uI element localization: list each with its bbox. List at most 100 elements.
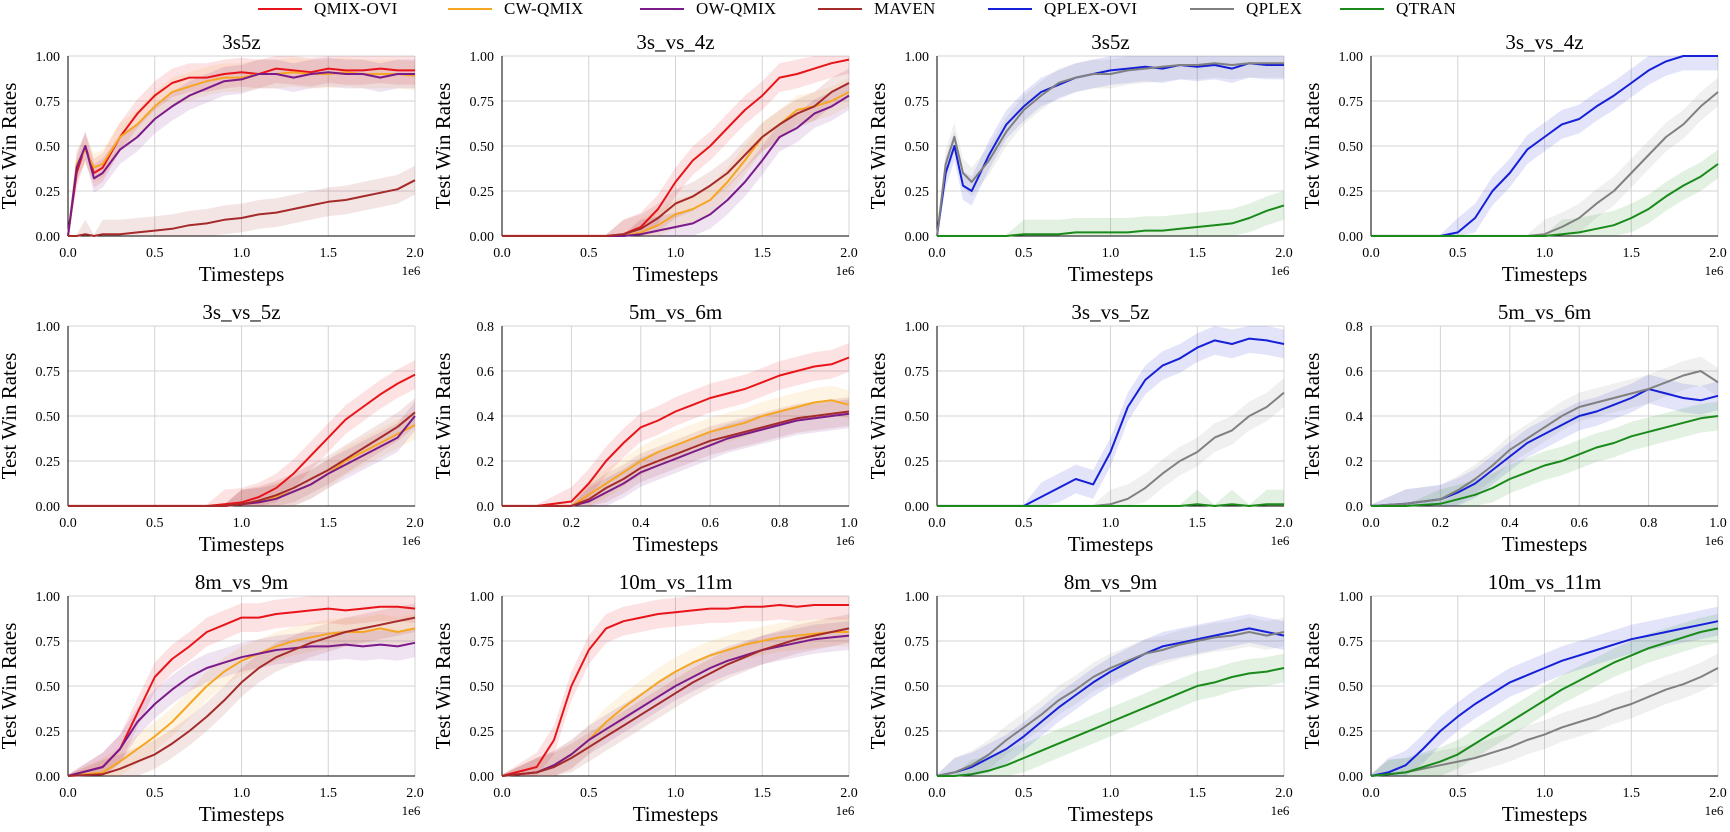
series-line-qtran xyxy=(1370,627,1719,777)
legend: QMIX-OVI CW-QMIX OW-QMIX MAVEN QPLEX-OVI QPLE… xyxy=(0,0,1730,20)
chart-title: 3s5z xyxy=(222,30,261,54)
band-qplex-ovi xyxy=(937,326,1284,506)
x-tick-label: 2.0 xyxy=(1275,516,1293,531)
band-qplex xyxy=(937,378,1284,506)
x-tick-label: 0.5 xyxy=(1449,246,1467,261)
chart-title: 3s_vs_5z xyxy=(1071,300,1149,324)
y-tick-label: 0.75 xyxy=(470,95,495,110)
y-tick-label: 0.4 xyxy=(1346,410,1364,425)
legend-swatch xyxy=(640,7,684,11)
y-tick-label: 1.00 xyxy=(36,320,61,335)
y-tick-label: 0.50 xyxy=(36,410,61,425)
y-tick-label: 0.0 xyxy=(477,500,495,515)
y-tick-label: 0.50 xyxy=(1339,680,1364,695)
y-tick-label: 0.00 xyxy=(470,230,495,245)
series-line-qplex-ovi xyxy=(937,337,1285,507)
x-tick-label: 1.0 xyxy=(1709,516,1727,531)
band-qtran xyxy=(937,653,1284,776)
legend-swatch xyxy=(258,7,302,11)
y-tick-label: 0.50 xyxy=(1339,140,1364,155)
band-qmix-ovi xyxy=(502,56,849,236)
x-tick-label: 2.0 xyxy=(1275,786,1293,801)
y-tick-label: 1.00 xyxy=(470,50,495,65)
band-qplex xyxy=(1371,77,1718,236)
series-line-qmix-ovi xyxy=(501,604,849,777)
y-tick-label: 0.75 xyxy=(1339,635,1364,650)
legend-label: MAVEN xyxy=(874,0,936,18)
y-tick-label: 1.00 xyxy=(36,50,61,65)
x-multiplier: 1e6 xyxy=(1705,533,1724,548)
y-tick-label: 0.2 xyxy=(1346,455,1364,470)
x-tick-label: 0.5 xyxy=(1015,246,1033,261)
band-qplex-ovi xyxy=(1371,374,1718,506)
y-tick-label: 0.00 xyxy=(1339,230,1364,245)
x-tick-label: 0.0 xyxy=(493,516,511,531)
x-tick-label: 0.0 xyxy=(1362,246,1380,261)
x-tick-label: 0.6 xyxy=(701,516,719,531)
x-tick-label: 0.0 xyxy=(1362,516,1380,531)
chart-12: 0.0 0.5 1.0 1.5 2.0 0.00 0.25 0.50 0.75 1.00 1e6 10… xyxy=(1300,570,1727,826)
series-line-maven xyxy=(502,82,850,237)
series-line-maven xyxy=(68,411,416,507)
x-tick-label: 1.0 xyxy=(667,786,685,801)
series-line-cw-qmix xyxy=(67,627,416,777)
x-tick-label: 0.0 xyxy=(928,516,946,531)
x-tick-label: 1.5 xyxy=(1189,246,1207,261)
y-tick-label: 1.00 xyxy=(905,50,930,65)
y-tick-label: 0.00 xyxy=(470,770,495,785)
y-tick-label: 0.00 xyxy=(36,230,61,245)
y-tick-label: 0.2 xyxy=(477,455,495,470)
y-tick-label: 0.6 xyxy=(477,365,495,380)
chart-title: 5m_vs_6m xyxy=(1498,300,1591,324)
x-multiplier: 1e6 xyxy=(1705,803,1724,818)
x-tick-label: 1.5 xyxy=(754,786,772,801)
chart-title: 10m_vs_11m xyxy=(1488,570,1602,594)
x-tick-label: 1.0 xyxy=(1102,786,1120,801)
series-line-qplex xyxy=(1370,370,1719,507)
chart-6: 0.0 0.2 0.4 0.6 0.8 1.0 0.0 0.2 0.4 0.6 0.8 1e6 5m_v… xyxy=(431,300,858,556)
x-axis-label: Timesteps xyxy=(1502,262,1588,286)
x-tick-label: 2.0 xyxy=(1709,246,1727,261)
chart-9: 0.0 0.5 1.0 1.5 2.0 0.00 0.25 0.50 0.75 1.00 1e6 8m… xyxy=(0,570,424,826)
chart-title: 3s_vs_4z xyxy=(636,30,714,54)
x-tick-label: 0.6 xyxy=(1570,516,1588,531)
x-axis-label: Timesteps xyxy=(199,802,285,826)
legend-label: CW-QMIX xyxy=(504,0,584,18)
x-axis-label: Timesteps xyxy=(633,262,719,286)
legend-swatch xyxy=(818,7,862,11)
x-tick-label: 0.5 xyxy=(146,786,164,801)
x-axis-label: Timesteps xyxy=(1502,802,1588,826)
x-multiplier: 1e6 xyxy=(1705,263,1724,278)
y-axis-label: Test Win Rates xyxy=(1300,353,1324,480)
legend-label: QTRAN xyxy=(1396,0,1457,18)
x-tick-label: 0.2 xyxy=(563,516,581,531)
y-tick-label: 0.25 xyxy=(1339,725,1364,740)
band-maven xyxy=(68,165,415,236)
y-tick-label: 0.4 xyxy=(477,410,495,425)
chart-10: 0.0 0.5 1.0 1.5 2.0 0.00 0.25 0.50 0.75 1.00 1e6 10… xyxy=(431,570,858,826)
y-tick-label: 1.00 xyxy=(36,590,61,605)
x-tick-label: 0.0 xyxy=(1362,786,1380,801)
x-tick-label: 1.0 xyxy=(1536,246,1554,261)
series-line-qmix-ovi xyxy=(67,605,416,777)
y-tick-label: 0.00 xyxy=(1339,770,1364,785)
x-tick-label: 0.0 xyxy=(493,246,511,261)
band-maven xyxy=(68,398,415,506)
y-tick-label: 0.25 xyxy=(1339,185,1364,200)
x-tick-label: 0.5 xyxy=(146,516,164,531)
y-axis-label: Test Win Rates xyxy=(0,353,21,480)
x-multiplier: 1e6 xyxy=(836,263,855,278)
x-tick-label: 0.0 xyxy=(59,246,77,261)
x-tick-label: 0.8 xyxy=(1640,516,1658,531)
x-multiplier: 1e6 xyxy=(1271,533,1290,548)
series-line-maven xyxy=(67,616,416,777)
y-tick-label: 0.50 xyxy=(470,680,495,695)
x-multiplier: 1e6 xyxy=(402,263,421,278)
y-tick-label: 0.8 xyxy=(477,320,495,335)
y-tick-label: 0.75 xyxy=(36,95,61,110)
y-tick-label: 1.00 xyxy=(905,320,930,335)
legend-swatch xyxy=(988,7,1032,11)
y-tick-label: 0.75 xyxy=(36,365,61,380)
y-tick-label: 0.50 xyxy=(36,140,61,155)
